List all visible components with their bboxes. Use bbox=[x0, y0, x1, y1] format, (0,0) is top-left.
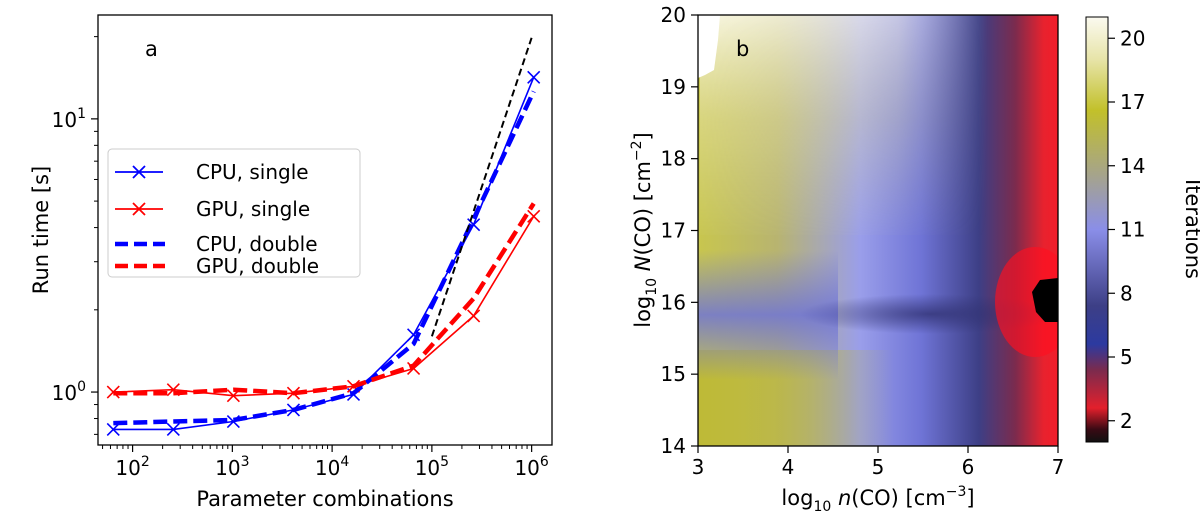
data-point-marker bbox=[467, 309, 481, 323]
data-point-marker bbox=[527, 209, 541, 223]
legend-label-cpu-double: CPU, double bbox=[196, 232, 318, 256]
panel-a: 102 103 104 105 106 100 101 a Parameter combin… bbox=[29, 14, 553, 511]
x-tick-label: 4 bbox=[782, 455, 795, 479]
colorbar-tick-label: 14 bbox=[1120, 154, 1145, 178]
series-line-reference bbox=[430, 37, 533, 337]
heatmap-red-core bbox=[995, 247, 1058, 357]
x-tick-label: 102 bbox=[115, 454, 149, 480]
x-tick-label: 3 bbox=[692, 455, 705, 479]
panel-a-frame bbox=[97, 14, 553, 446]
legend-marker-gpu-single bbox=[132, 202, 146, 216]
colorbar-tick-label: 11 bbox=[1120, 218, 1145, 242]
colorbar-label: Iterations bbox=[1181, 179, 1200, 279]
panel-b-ylabel: log10 N(CO) [cm−2] bbox=[629, 132, 660, 328]
colorbar-tick-label: 17 bbox=[1120, 90, 1145, 114]
panel-a-series-layer bbox=[106, 37, 541, 436]
panel-b-xlabel: log10 n(CO) [cm−3] bbox=[781, 484, 974, 515]
panel-b-label: b bbox=[736, 37, 749, 61]
colorbar-tick-label: 5 bbox=[1120, 345, 1133, 369]
legend-frame bbox=[107, 148, 361, 278]
y-tick-label: 16 bbox=[661, 290, 686, 314]
series-line-gpu-double bbox=[113, 202, 536, 396]
data-point-marker bbox=[527, 70, 541, 84]
panel-a-xlabel: Parameter combinations bbox=[196, 487, 453, 511]
colorbar-tick-label: 2 bbox=[1120, 409, 1133, 433]
heatmap-field bbox=[698, 15, 1058, 446]
y-tick-label: 14 bbox=[661, 434, 686, 458]
colorbar-ticks: 2 5 8 11 14 17 20 bbox=[1108, 26, 1145, 433]
series-line-cpu-double bbox=[113, 90, 536, 426]
x-tick-label: 6 bbox=[962, 455, 975, 479]
heatmap-upper-left-light-region bbox=[698, 15, 1058, 245]
heatmap-blank-corner bbox=[698, 15, 720, 78]
panel-a-legend: CPU, single GPU, single CPU, double GPU,… bbox=[107, 148, 361, 278]
y-tick-label: 17 bbox=[661, 219, 686, 243]
x-tick-label: 7 bbox=[1052, 455, 1065, 479]
y-tick-label: 20 bbox=[661, 3, 686, 27]
heatmap-dark-ridge bbox=[800, 294, 1058, 334]
heatmap-min-region bbox=[1032, 278, 1058, 322]
panel-b: 3 4 5 6 7 14 15 16 17 18 19 20 b log10 n(CO) [cm−3]… bbox=[629, 3, 1200, 515]
data-point-marker bbox=[166, 422, 180, 436]
data-point-marker bbox=[106, 385, 120, 399]
x-tick-label: 105 bbox=[415, 454, 449, 480]
x-tick-label: 106 bbox=[514, 454, 548, 480]
colorbar-tick-label: 8 bbox=[1120, 281, 1133, 305]
data-point-marker bbox=[106, 422, 120, 436]
y-tick-label: 100 bbox=[52, 379, 86, 405]
legend-marker-cpu-single bbox=[132, 165, 146, 179]
colorbar bbox=[1085, 16, 1109, 443]
legend-label-gpu-double: GPU, double bbox=[196, 254, 319, 278]
y-tick-label: 19 bbox=[661, 75, 686, 99]
x-tick-label: 104 bbox=[315, 454, 349, 480]
x-tick-label: 103 bbox=[215, 454, 249, 480]
y-tick-label: 18 bbox=[661, 147, 686, 171]
x-tick-label: 5 bbox=[872, 455, 885, 479]
y-tick-label: 15 bbox=[661, 362, 686, 386]
legend-label-cpu-single: CPU, single bbox=[196, 160, 309, 184]
panel-b-ticks: 3 4 5 6 7 14 15 16 17 18 19 20 bbox=[661, 3, 1065, 479]
panel-a-ylabel: Run time [s] bbox=[29, 166, 53, 294]
colorbar-tick-label: 20 bbox=[1120, 26, 1145, 50]
panel-a-label: a bbox=[145, 37, 158, 61]
legend-label-gpu-single: GPU, single bbox=[196, 197, 310, 221]
panel-a-ticks: 102 103 104 105 106 100 101 bbox=[52, 36, 549, 480]
y-tick-label: 101 bbox=[52, 106, 86, 132]
